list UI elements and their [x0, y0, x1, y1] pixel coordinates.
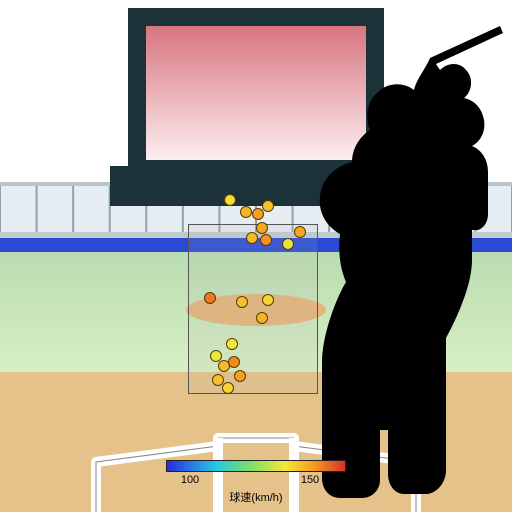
pitch-dot: [204, 292, 216, 304]
colorbar-label: 球速(km/h): [229, 489, 282, 505]
pitch-dot: [256, 312, 268, 324]
pitch-dot: [262, 294, 274, 306]
pitch-dot: [224, 194, 236, 206]
colorbar-tick: 100: [181, 474, 199, 486]
colorbar-ticks: 100 150: [166, 474, 346, 488]
pitch-dots-layer: [0, 0, 512, 512]
pitch-dot: [240, 206, 252, 218]
pitch-dot: [282, 238, 294, 250]
colorbar-tick: 150: [301, 474, 319, 486]
pitch-dot: [212, 374, 224, 386]
pitch-dot: [222, 382, 234, 394]
pitch-dot: [234, 370, 246, 382]
colorbar-gradient: [166, 460, 346, 472]
pitch-dot: [260, 234, 272, 246]
pitch-dot: [228, 356, 240, 368]
pitch-dot: [236, 296, 248, 308]
colorbar: 100 150 球速(km/h): [0, 460, 512, 505]
pitch-dot: [256, 222, 268, 234]
pitch-dot: [294, 226, 306, 238]
pitch-dot: [342, 376, 354, 388]
pitch-dot: [262, 200, 274, 212]
pitch-dot: [246, 232, 258, 244]
pitch-dot: [226, 338, 238, 350]
pitch-dot: [252, 208, 264, 220]
pitch-chart-stage: 100 150 球速(km/h): [0, 0, 512, 512]
